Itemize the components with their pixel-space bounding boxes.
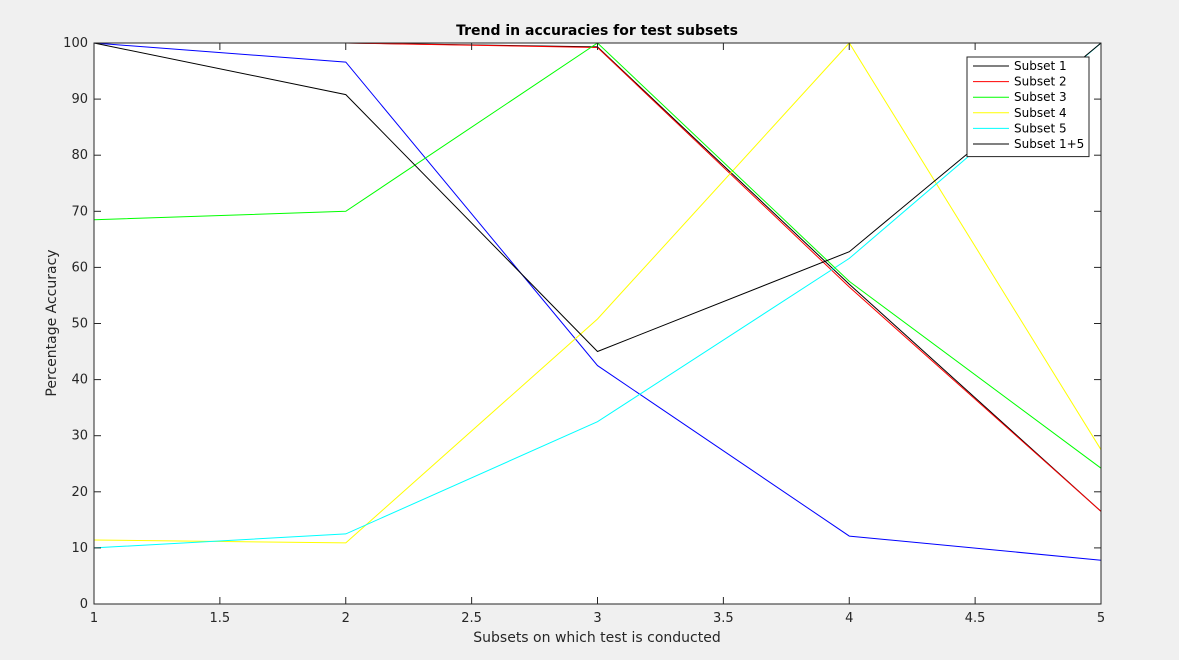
y-tick-label: 100 [63,36,88,51]
x-tick-label: 1.5 [210,611,231,626]
y-tick-label: 90 [71,92,88,107]
y-tick-label: 10 [71,541,88,556]
series-line-5 [93,42,1102,549]
legend-box [966,56,1090,158]
y-tick-label: 20 [71,485,88,500]
x-tick-label: 3 [593,611,601,626]
y-tick-label: 0 [80,597,88,612]
x-axis-label: Subsets on which test is conducted [473,630,720,646]
y-tick-label: 40 [71,373,88,388]
legend-label: Subset 2 [1014,75,1067,89]
y-tick-label: 30 [71,429,88,444]
x-tick-label: 1 [90,611,98,626]
series-line-extra-1 [93,42,1102,561]
legend-label: Subset 3 [1014,90,1067,104]
legend-label: Subset 4 [1014,106,1067,120]
legend-label: Subset 1 [1014,59,1067,73]
x-tick-label: 5 [1097,611,1105,626]
series-line-4 [93,42,1102,544]
y-tick-label: 60 [71,260,88,275]
legend-label: Subset 5 [1014,121,1067,135]
y-tick-label: 80 [71,148,88,163]
y-tick-label: 70 [71,204,88,219]
y-axis-label: Percentage Accuracy [44,249,60,396]
plot-area [94,43,1101,604]
x-tick-label: 4 [845,611,853,626]
legend-label: Subset 1+5 [1014,137,1084,151]
chart-title: Trend in accuracies for test subsets [456,23,738,39]
x-tick-label: 2.5 [461,611,482,626]
x-tick-label: 2 [342,611,350,626]
y-tick-label: 50 [71,317,88,332]
x-tick-label: 3.5 [713,611,734,626]
series-line-6 [93,42,1102,353]
x-tick-label: 4.5 [965,611,986,626]
